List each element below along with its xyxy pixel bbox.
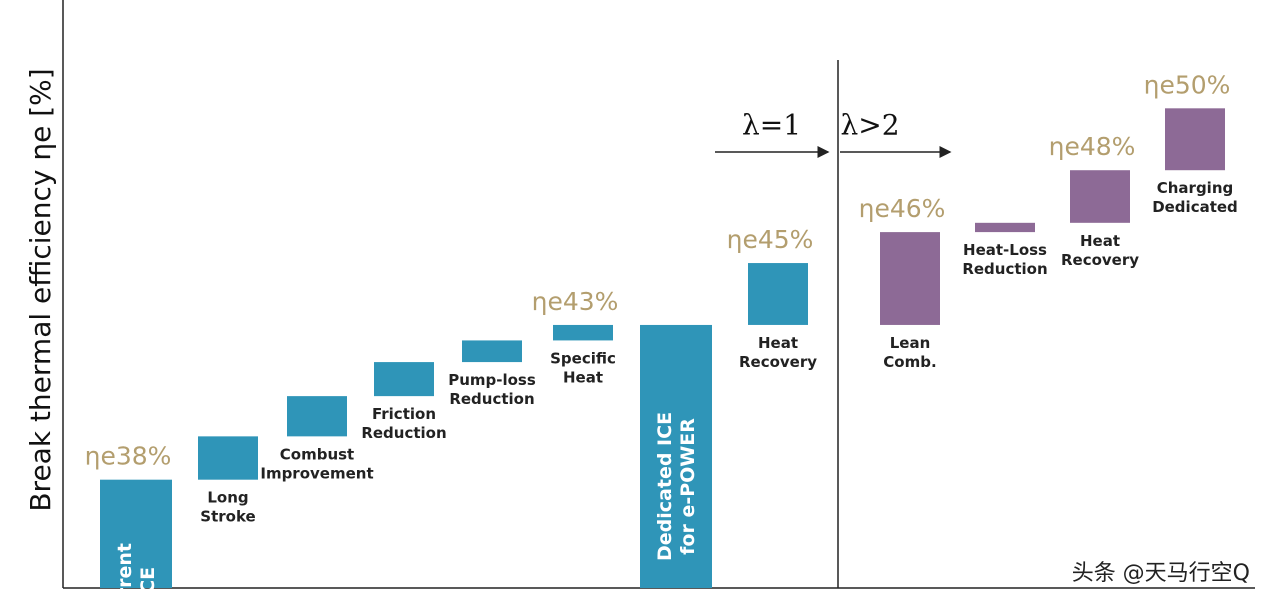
category-label-line: Reduction <box>449 390 534 408</box>
y-axis-title: Break thermal efficiency ηe [%] <box>24 68 57 511</box>
category-label-line: Lean <box>890 333 931 351</box>
category-label-line: Improvement <box>260 464 373 482</box>
category-label-line: Recovery <box>739 352 817 370</box>
category-label: Friction Reduction <box>361 405 446 442</box>
category-label: CurrentICE <box>114 543 159 607</box>
bar <box>640 324 712 588</box>
category-label-line: for e-POWER <box>677 418 699 555</box>
category-label-line: Heat-Loss <box>963 241 1047 259</box>
category-label-line: Dedicated <box>1152 198 1238 216</box>
category-label-line: Charging <box>1157 179 1234 197</box>
category-label: Heat Recovery <box>1061 231 1139 268</box>
category-label-line: Heat <box>1080 231 1120 249</box>
category-label-line: Pump-loss <box>448 371 536 389</box>
category-label: Charging Dedicated <box>1152 179 1238 216</box>
category-label-line: Recovery <box>1061 250 1139 268</box>
milestone-label: ηe45% <box>727 225 814 254</box>
category-label: Heat-Loss Reduction <box>962 241 1047 278</box>
milestone-label: ηe48% <box>1049 132 1136 161</box>
category-label-line: Current <box>114 543 136 607</box>
bar <box>198 436 258 480</box>
section-label: λ>2 <box>840 109 899 142</box>
bar <box>100 479 172 588</box>
section-label: λ=1 <box>742 109 801 142</box>
category-label: Dedicated ICEfor e-POWER <box>654 412 699 561</box>
category-label-line: Reduction <box>361 424 446 442</box>
category-label: Pump-loss Reduction <box>448 371 536 408</box>
category-label: Specific Heat <box>550 349 616 386</box>
bar <box>287 396 347 437</box>
category-label: Heat Recovery <box>739 333 817 370</box>
watermark: 头条 @天马行空Q <box>1072 561 1250 586</box>
category-label-line: Comb. <box>883 352 936 370</box>
category-label-line: Heat <box>563 368 603 386</box>
category-label-line: Dedicated ICE <box>654 412 676 561</box>
bar <box>553 324 613 341</box>
category-label-line: Reduction <box>962 260 1047 278</box>
category-label: Combust Improvement <box>260 445 373 482</box>
category-label-line: Combust <box>280 445 354 463</box>
milestone-label: ηe38% <box>85 442 172 471</box>
category-label-line: Specific <box>550 349 616 367</box>
milestone-label: ηe46% <box>859 194 946 223</box>
bar <box>880 232 940 325</box>
category-label: Long Stroke <box>200 488 255 525</box>
bar <box>975 222 1035 233</box>
bar <box>1165 108 1225 171</box>
category-label: Lean Comb. <box>883 333 936 370</box>
milestone-label: ηe43% <box>532 287 619 316</box>
category-label-line: Friction <box>372 405 436 423</box>
bar <box>374 362 434 397</box>
category-label-line: Heat <box>758 333 798 351</box>
milestone-label: ηe50% <box>1144 70 1231 99</box>
bar <box>748 263 808 325</box>
bar <box>1070 170 1130 223</box>
category-label-line: Stroke <box>200 507 255 525</box>
category-label-line: Long <box>207 488 248 506</box>
bar <box>462 340 522 363</box>
category-label-line: ICE <box>137 567 159 601</box>
